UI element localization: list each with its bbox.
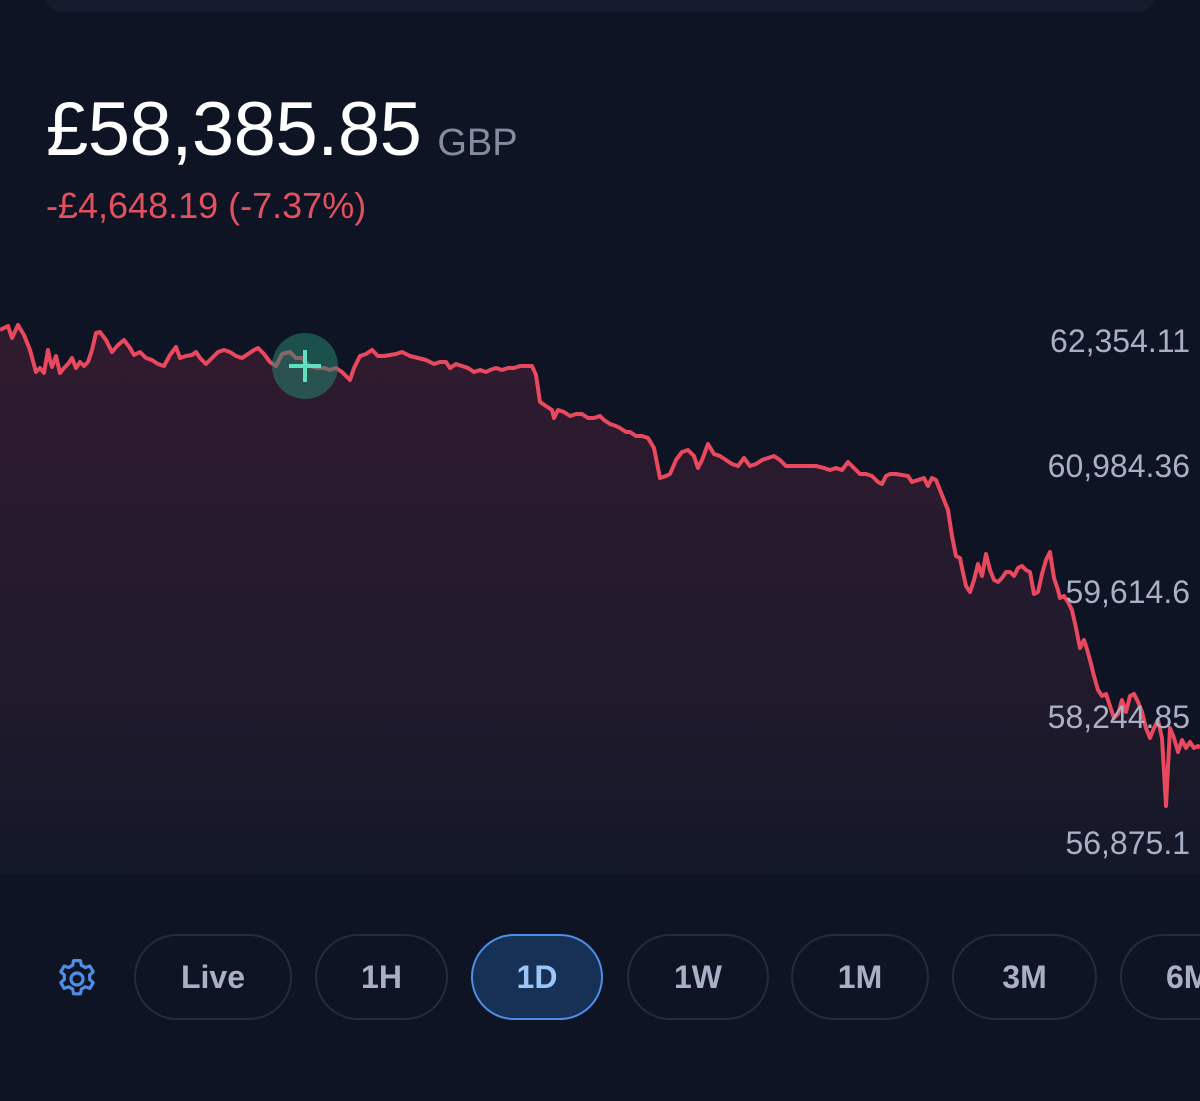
y-axis-label: 59,614.6: [1065, 574, 1190, 610]
range-live-button[interactable]: Live: [134, 934, 292, 1020]
range-1w-button[interactable]: 1W: [627, 934, 769, 1020]
y-axis-label: 60,984.36: [1047, 448, 1190, 484]
price-header: £58,385.85 GBP: [46, 92, 518, 168]
y-axis-label: 56,875.1: [1065, 825, 1190, 861]
top-card: [46, 0, 1154, 12]
range-1m-button[interactable]: 1M: [791, 934, 929, 1020]
gear-icon: [59, 959, 95, 996]
chart-area-fill: [0, 325, 1200, 875]
currency-code: GBP: [437, 122, 518, 164]
range-3m-button[interactable]: 3M: [952, 934, 1097, 1020]
price-chart[interactable]: [0, 230, 1200, 880]
y-axis-label: 62,354.11: [1050, 323, 1190, 359]
chart-price-line: [0, 323, 1200, 808]
price-change: -£4,648.19 (-7.37%): [46, 185, 367, 226]
range-1d-button[interactable]: 1D: [471, 934, 603, 1020]
chart-settings-button[interactable]: [52, 954, 102, 1004]
current-price: £58,385.85: [46, 87, 422, 172]
y-axis-label: 58,244.85: [1047, 699, 1190, 735]
price-chart-svg: [0, 323, 1200, 875]
range-1h-button[interactable]: 1H: [315, 934, 448, 1020]
crosshair-plus-icon[interactable]: [272, 333, 338, 399]
range-6m-button[interactable]: 6M: [1120, 934, 1200, 1020]
